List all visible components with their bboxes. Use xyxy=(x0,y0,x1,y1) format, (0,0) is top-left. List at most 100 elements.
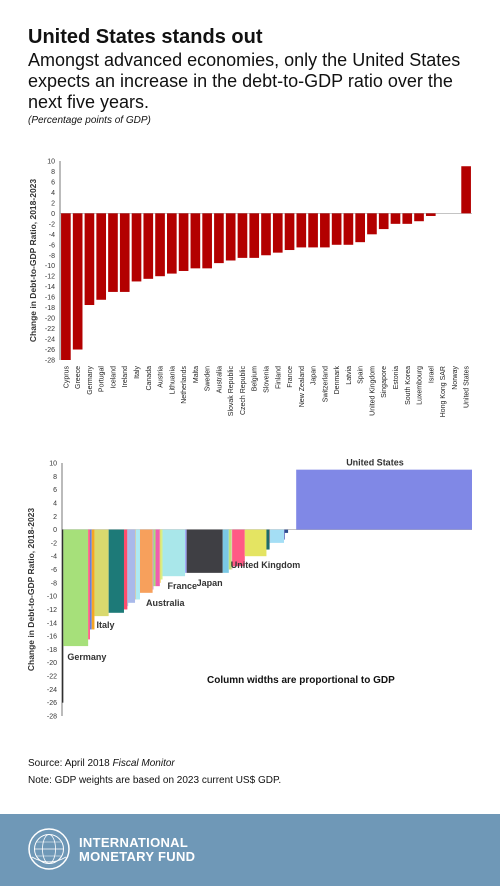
y-tick-label: -12 xyxy=(45,274,55,281)
bar-segment-28 xyxy=(270,529,285,543)
y-tick-label: 4 xyxy=(51,190,55,197)
y-tick-label: -4 xyxy=(51,554,57,561)
y-tick-label: -14 xyxy=(45,284,55,291)
x-tick-label-malta: Malta xyxy=(193,366,200,383)
x-tick-label-ireland: Ireland xyxy=(122,366,129,388)
x-tick-label-canada: Canada xyxy=(146,366,153,391)
x-tick-label-australia: Australia xyxy=(216,366,223,393)
x-tick-label-japan: Japan xyxy=(311,366,318,385)
y-tick-label: 8 xyxy=(53,474,57,481)
source-notes: Source: April 2018 Fiscal Monitor Note: … xyxy=(28,755,281,789)
x-tick-label-south-korea: South Korea xyxy=(405,366,412,405)
bar-luxembourg xyxy=(414,213,424,222)
y-tick-label: -20 xyxy=(47,660,57,667)
y-tick-label: -6 xyxy=(51,567,57,574)
y-tick-label: 10 xyxy=(47,159,55,166)
bar-germany xyxy=(84,213,95,306)
bar-israel xyxy=(425,213,436,216)
y-tick-label: -10 xyxy=(45,263,55,270)
bar-segment-19 xyxy=(185,529,187,573)
bar-france xyxy=(284,213,295,251)
x-tick-label-austria: Austria xyxy=(158,366,165,388)
bar-japan xyxy=(186,529,223,573)
y-tick-label: 2 xyxy=(51,200,55,207)
x-tick-label-united-states: United States xyxy=(464,366,471,409)
bar-italy xyxy=(94,529,109,617)
x-tick-label-singapore: Singapore xyxy=(381,366,388,398)
y-tick-label: -18 xyxy=(47,647,57,654)
bar-segment-0 xyxy=(62,529,64,703)
x-tick-label-italy: Italy xyxy=(134,366,141,379)
x-tick-label-cyprus: Cyprus xyxy=(63,366,70,389)
bar-segment-23 xyxy=(231,529,233,570)
y-tick-label: -22 xyxy=(47,674,57,681)
bar-segment-27 xyxy=(269,529,271,543)
bar-segment-10 xyxy=(135,529,136,600)
y-tick-label: 10 xyxy=(49,461,57,468)
bar-segment-14 xyxy=(153,529,156,587)
y-tick-label: 8 xyxy=(51,169,55,176)
x-tick-label-czech-republic: Czech Republic xyxy=(240,366,247,416)
y-tick-label: -26 xyxy=(45,347,55,354)
bar-segment-15 xyxy=(155,529,160,587)
bar-austria xyxy=(155,213,165,277)
bar-segment-26 xyxy=(266,529,270,550)
bar-czech-republic xyxy=(237,213,248,258)
bar-label-united-kingdom: United Kingdom xyxy=(231,560,301,570)
bar-segment-2 xyxy=(88,529,90,640)
y-tick-label: -8 xyxy=(51,580,57,587)
bar-label-australia: Australia xyxy=(146,598,186,608)
bar-slovak-republic xyxy=(225,213,236,261)
bar-label-united-states: United States xyxy=(346,458,404,468)
bar-france xyxy=(162,529,186,577)
y-tick-label: 2 xyxy=(53,514,57,521)
x-tick-label-hong-kong-sar: Hong Kong SAR xyxy=(440,366,447,417)
x-tick-label-spain: Spain xyxy=(358,366,365,384)
y-tick-label: -6 xyxy=(49,242,55,249)
x-tick-label-greece: Greece xyxy=(75,366,82,389)
bar-cyprus xyxy=(61,213,71,360)
x-tick-label-estonia: Estonia xyxy=(393,366,400,389)
chart-annotation: Column widths are proportional to GDP xyxy=(207,675,395,686)
y-tick-label: 4 xyxy=(53,500,57,507)
y-tick-label: -24 xyxy=(47,687,57,694)
y-tick-label: 6 xyxy=(51,179,55,186)
bar-segment-9 xyxy=(128,529,136,603)
y-tick-label: -28 xyxy=(45,358,55,365)
bar-malta xyxy=(190,213,201,269)
y-tick-label: -8 xyxy=(49,253,55,260)
bar-segment-8 xyxy=(127,529,129,607)
y-tick-label: -16 xyxy=(45,295,55,302)
x-tick-label-slovenia: Slovenia xyxy=(264,366,271,393)
y-tick-label: -28 xyxy=(47,714,57,721)
bar-netherlands xyxy=(178,213,189,271)
y-tick-label: -10 xyxy=(47,594,57,601)
x-tick-label-latvia: Latvia xyxy=(346,366,353,385)
bar-slovenia xyxy=(261,213,271,256)
bar-australia xyxy=(139,529,153,593)
y-tick-label: -20 xyxy=(45,316,55,323)
bar-segment-22 xyxy=(228,529,232,570)
chart-debt-change-by-country: 10 8 6 4 2 0 -2 -4 -6 -8 -10 -12 -14 -16 -18 -20 -22 -24 -… xyxy=(28,159,472,417)
page-subtitle: Amongst advanced economies, only the Uni… xyxy=(28,50,461,112)
bar-label-germany: Germany xyxy=(67,652,106,662)
x-tick-label-portugal: Portugal xyxy=(99,366,106,393)
y-tick-label: -14 xyxy=(47,620,57,627)
source-publication: Fiscal Monitor xyxy=(112,758,175,769)
bar-segment-3 xyxy=(89,529,92,630)
y-tick-label: -16 xyxy=(47,634,57,641)
y-tick-label: -22 xyxy=(45,326,55,333)
bar-greece xyxy=(72,213,83,350)
imf-wordmark: INTERNATIONAL MONETARY FUND xyxy=(79,835,196,864)
bar-united-states xyxy=(461,166,471,214)
x-tick-label-finland: Finland xyxy=(275,366,282,389)
chart-debt-change-gdp-weighted: 10 8 6 4 2 0 -2 -4 -6 -8 -10 -12 -14 -16 -18 -20 -22 -24 -… xyxy=(26,458,472,721)
y-tick-label: -12 xyxy=(47,607,57,614)
bar-latvia xyxy=(343,213,354,245)
y-tick-label: -26 xyxy=(47,700,57,707)
y-axis-title: Change in Debt-to-GDP Ratio, 2018-2023 xyxy=(26,508,36,672)
bar-lithuania xyxy=(167,213,177,274)
x-tick-label-belgium: Belgium xyxy=(252,366,259,391)
bar-segment-30 xyxy=(284,529,289,533)
y-tick-label: -18 xyxy=(45,305,55,312)
